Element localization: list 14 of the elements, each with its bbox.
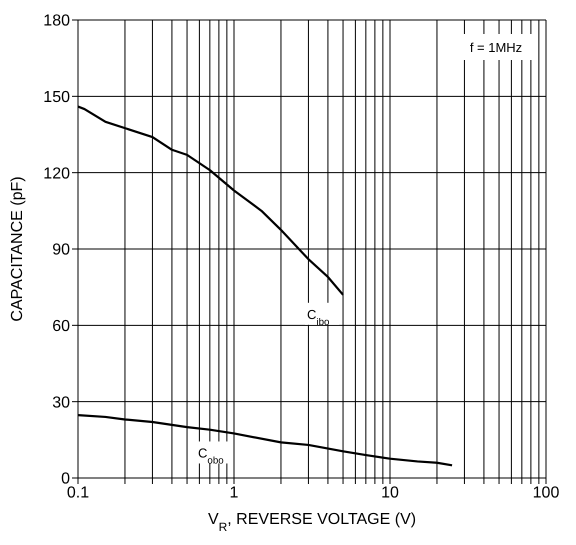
series-label: C$_{obo}$ — [198, 445, 224, 466]
y-axis-title: CAPACITANCE (pF) — [9, 176, 26, 322]
y-tick-label: 30 — [52, 394, 70, 412]
y-tick-label: 120 — [43, 165, 70, 182]
y-tick-label: 60 — [52, 318, 70, 336]
y-tick-label: 150 — [43, 89, 70, 106]
x-tick-label: 100 — [532, 484, 560, 502]
x-tick-label: 10 — [381, 484, 399, 502]
annotation: f = 1MHz — [470, 40, 522, 55]
x-axis-title: V$_{R}$, REVERSE VOLTAGE (V) — [208, 511, 416, 534]
y-tick-label: 90 — [52, 242, 70, 259]
y-tick-label: 180 — [43, 12, 70, 30]
x-tick-label: 1 — [230, 484, 239, 502]
series-label: C$_{ibo}$ — [307, 306, 330, 328]
